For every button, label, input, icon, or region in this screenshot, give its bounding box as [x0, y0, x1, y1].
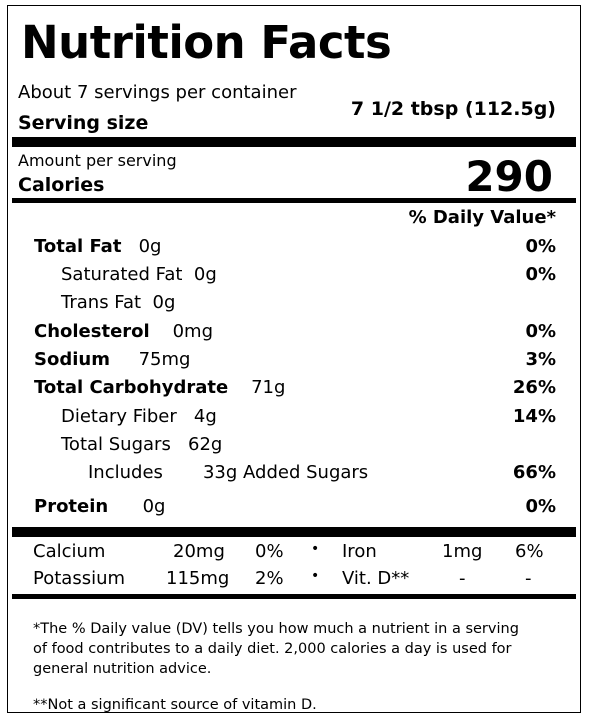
- medium-divider: [12, 198, 576, 203]
- nutrient-dv: 3%: [525, 349, 556, 370]
- nutrient-row-total-fat: Total Fat 0g 0%: [8, 236, 580, 264]
- nutrient-dv: 66%: [512, 462, 556, 483]
- nutrient-row-trans-fat: Trans Fat 0g: [8, 292, 580, 320]
- footnote-vitamin-d: **Not a significant source of vitamin D.: [33, 697, 317, 713]
- separator-dot: •: [311, 541, 320, 557]
- thick-divider: [12, 137, 576, 147]
- nutrient-row-total-sugars: Total Sugars 62g: [8, 434, 580, 462]
- nutrient-dv: 0%: [525, 321, 556, 342]
- nutrient-name: Saturated Fat 0g: [61, 264, 217, 285]
- nutrient-dv: 14%: [512, 406, 556, 427]
- mineral-amount: 1mg: [442, 541, 483, 562]
- mineral-row: Calcium 20mg 0% • Iron 1mg 6%: [8, 541, 580, 567]
- nutrient-name: Total Carbohydrate 71g: [34, 377, 286, 398]
- mineral-name: Iron: [342, 541, 377, 562]
- servings-per-container: About 7 servings per container: [18, 82, 297, 103]
- nutrient-name: Sodium 75mg: [34, 349, 191, 370]
- nutrient-name: Protein 0g: [34, 496, 166, 517]
- nutrient-row-added-sugars: Includes 33g Added Sugars 66%: [8, 462, 580, 490]
- mineral-dv: -: [525, 568, 532, 589]
- mineral-name: Calcium: [33, 541, 106, 562]
- nutrient-name: Cholesterol 0mg: [34, 321, 214, 342]
- mineral-name: Vit. D**: [342, 568, 410, 589]
- nutrient-row-protein: Protein 0g 0%: [8, 496, 580, 524]
- nutrition-label: Nutrition Facts About 7 servings per con…: [7, 5, 581, 713]
- calories-label: Calories: [18, 174, 105, 196]
- nutrient-row-dietary-fiber: Dietary Fiber 4g 14%: [8, 406, 580, 434]
- amount-per-serving: Amount per serving: [18, 151, 177, 170]
- nutrient-name: Includes 33g Added Sugars: [88, 462, 369, 483]
- medium-divider: [12, 594, 576, 599]
- nutrient-dv: 0%: [525, 236, 556, 257]
- thick-divider: [12, 527, 576, 537]
- serving-size-value: 7 1/2 tbsp (112.5g): [350, 98, 556, 120]
- nutrient-name: Total Sugars 62g: [61, 434, 223, 455]
- nutrient-name: Dietary Fiber 4g: [61, 406, 217, 427]
- nutrient-name: Total Fat 0g: [34, 236, 162, 257]
- mineral-amount: 20mg: [173, 541, 225, 562]
- footnote-daily-value: *The % Daily value (DV) tells you how mu…: [33, 621, 519, 677]
- calories-value: 290: [465, 152, 553, 201]
- nutrient-row-sodium: Sodium 75mg 3%: [8, 349, 580, 377]
- nutrient-dv: 0%: [525, 264, 556, 285]
- mineral-row: Potassium 115mg 2% • Vit. D** - -: [8, 568, 580, 594]
- mineral-amount: 115mg: [166, 568, 230, 589]
- mineral-dv: 6%: [515, 541, 544, 562]
- mineral-dv: 0%: [255, 541, 284, 562]
- nutrient-row-saturated-fat: Saturated Fat 0g 0%: [8, 264, 580, 292]
- label-title: Nutrition Facts: [21, 16, 392, 69]
- mineral-amount: -: [459, 568, 466, 589]
- nutrient-dv: 0%: [525, 496, 556, 517]
- nutrient-name: Trans Fat 0g: [61, 292, 176, 313]
- mineral-name: Potassium: [33, 568, 126, 589]
- daily-value-header: % Daily Value*: [408, 207, 556, 228]
- nutrient-row-total-carbohydrate: Total Carbohydrate 71g 26%: [8, 377, 580, 405]
- separator-dot: •: [311, 568, 320, 584]
- serving-size-label: Serving size: [18, 112, 149, 134]
- nutrient-row-cholesterol: Cholesterol 0mg 0%: [8, 321, 580, 349]
- nutrient-dv: 26%: [512, 377, 556, 398]
- mineral-dv: 2%: [255, 568, 284, 589]
